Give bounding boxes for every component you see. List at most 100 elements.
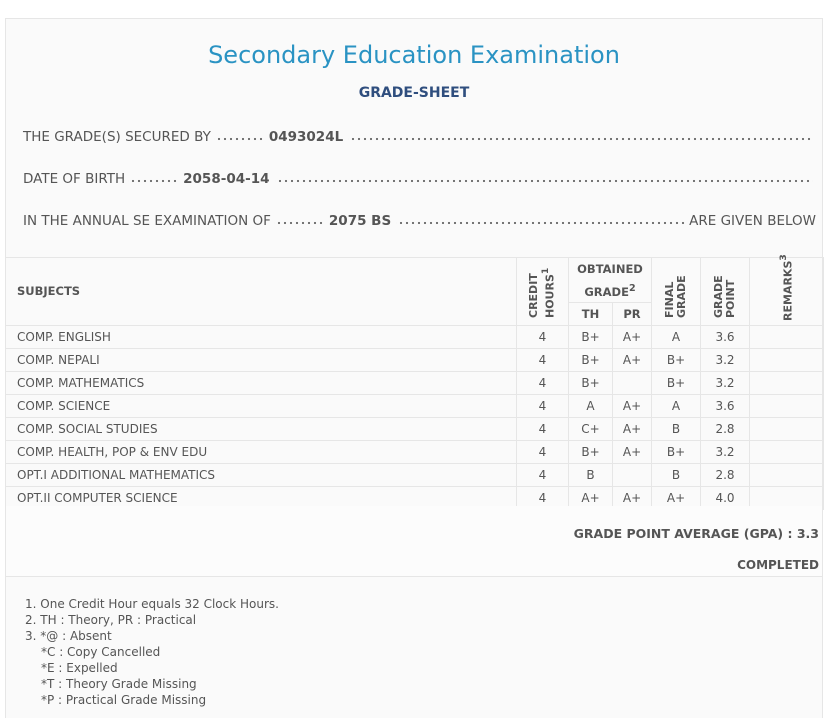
final-grade: B+: [651, 370, 702, 395]
gpa-label: GRADE POINT AVERAGE (GPA) :: [573, 526, 793, 541]
credit-hours: 4: [516, 416, 569, 441]
grade-point: 2.8: [700, 416, 751, 441]
subject: COMP. ENGLISH: [5, 324, 517, 349]
footnote-ref: 1: [540, 267, 552, 275]
table-row: COMP. ENGLISH 4 B+ A+ A 3.6: [5, 324, 825, 349]
header-subjects: SUBJECTS: [5, 257, 517, 326]
grade-point: 3.2: [700, 347, 751, 372]
header-pr: PR: [611, 301, 653, 326]
header-th: TH: [568, 301, 613, 326]
info-row: DATE OF BIRTH 2058-04-14: [23, 167, 816, 187]
header-point: GRADE POINT: [700, 257, 751, 326]
remarks: [749, 462, 825, 487]
final-grade: B: [651, 416, 702, 441]
subject: COMP. MATHEMATICS: [5, 370, 517, 395]
table-row: COMP. MATHEMATICS 4 B+ B+ 3.2: [5, 370, 825, 395]
grade-th: C+: [568, 416, 613, 441]
subject: COMP. NEPALI: [5, 347, 517, 372]
leader: [273, 209, 324, 229]
leader: [128, 167, 179, 187]
final-grade: A+: [651, 485, 702, 510]
remarks: [749, 416, 825, 441]
table-row: COMP. HEALTH, POP & ENV EDU 4 B+ A+ B+ 3.2: [5, 439, 825, 464]
header-text: REMARKS: [781, 260, 795, 321]
footnote-ref: 2: [628, 283, 636, 294]
remarks: [749, 370, 825, 395]
grade-pr: [611, 370, 653, 395]
note-text: One Credit Hour equals 32 Clock Hours.: [40, 597, 279, 611]
credit-hours: 4: [516, 324, 569, 349]
info-row: IN THE ANNUAL SE EXAMINATION OF 2075 BS …: [23, 209, 816, 229]
credit-hours: 4: [516, 370, 569, 395]
header-credit: CREDIT HOURS1: [516, 257, 569, 326]
remarks: [749, 347, 825, 372]
info-row: THE GRADE(S) SECURED BY 0493024L: [23, 125, 816, 145]
table-row: COMP. SCIENCE 4 A A+ A 3.6: [5, 393, 825, 418]
note: 2. TH : Theory, PR : Practical: [25, 612, 279, 628]
grade-pr: A+: [611, 439, 653, 464]
credit-hours: 4: [516, 462, 569, 487]
grade-th: B+: [568, 324, 613, 349]
subject: COMP. SOCIAL STUDIES: [5, 416, 517, 441]
subtitle: GRADE-SHEET: [358, 85, 470, 101]
leader: [213, 125, 264, 145]
final-grade: B: [651, 462, 702, 487]
remarks: [749, 393, 825, 418]
note-text: *@ : Absent: [40, 629, 112, 643]
header-remarks: REMARKS3: [749, 254, 825, 326]
grade-pr: A+: [611, 416, 653, 441]
summary: GRADE POINT AVERAGE (GPA) : 3.3 COMPLETE…: [6, 506, 822, 577]
subject: COMP. SCIENCE: [5, 393, 517, 418]
grade-th: B+: [568, 439, 613, 464]
final-grade: A: [651, 393, 702, 418]
info-label: THE GRADE(S) SECURED BY: [23, 129, 211, 145]
grade-pr: [611, 462, 653, 487]
info-value: 0493024L: [268, 129, 344, 145]
header-obtained: OBTAINED GRADE2: [567, 257, 653, 303]
credit-hours: 4: [516, 347, 569, 372]
note-code: *C : Copy Cancelled: [41, 645, 161, 659]
grade-sheet: Secondary Education Examination GRADE-SH…: [5, 18, 825, 718]
table-row: COMP. SOCIAL STUDIES 4 C+ A+ B 2.8: [5, 416, 825, 441]
grade-table: SUBJECTS CREDIT HOURS1 OBTAINED GRADE2 F…: [5, 254, 825, 510]
grade-th: B+: [568, 347, 613, 372]
gpa-value: 3.3: [796, 526, 819, 541]
grade-th: A: [568, 393, 613, 418]
grade-point: 3.6: [700, 324, 751, 349]
final-grade: A: [651, 324, 702, 349]
subject: OPT.I ADDITIONAL MATHEMATICS: [5, 462, 517, 487]
grade-point: 3.6: [700, 393, 751, 418]
header-text: OBTAINED GRADE: [577, 262, 643, 299]
header-final: FINAL GRADE: [651, 257, 702, 326]
note: 3. *@ : Absent: [25, 628, 279, 644]
grade-point: 4.0: [700, 485, 751, 510]
credit-hours: 4: [516, 393, 569, 418]
final-grade: B+: [651, 439, 702, 464]
remarks: [749, 439, 825, 464]
leader: [274, 167, 813, 187]
final-grade: B+: [651, 347, 702, 372]
status: COMPLETED: [737, 558, 819, 572]
header-text: GRADE POINT: [712, 275, 738, 318]
table-row: OPT.I ADDITIONAL MATHEMATICS 4 B B 2.8: [5, 462, 825, 487]
info-label: DATE OF BIRTH: [23, 171, 126, 187]
info-label: IN THE ANNUAL SE EXAMINATION OF: [23, 213, 271, 229]
grade-pr: A+: [611, 393, 653, 418]
remarks: [749, 324, 825, 349]
info-suffix: ARE GIVEN BELOW: [689, 213, 816, 229]
grade-point: 2.8: [700, 462, 751, 487]
table-body: COMP. ENGLISH 4 B+ A+ A 3.6 COMP. NEPALI 4 B+ A+ B…: [5, 324, 825, 510]
header-text: FINAL GRADE: [663, 275, 689, 318]
note-code: *E : Expelled: [41, 661, 118, 675]
note-text: TH : Theory, PR : Practical: [40, 613, 197, 627]
note-number: 3.: [25, 629, 37, 643]
grade-th: B: [568, 462, 613, 487]
note-number: 1.: [25, 597, 37, 611]
grade-point: 3.2: [700, 370, 751, 395]
grade-pr: A+: [611, 347, 653, 372]
leader: [348, 125, 813, 145]
note-number: 2.: [25, 613, 37, 627]
grade-point: 3.2: [700, 439, 751, 464]
title: Secondary Education Examination: [208, 41, 620, 69]
